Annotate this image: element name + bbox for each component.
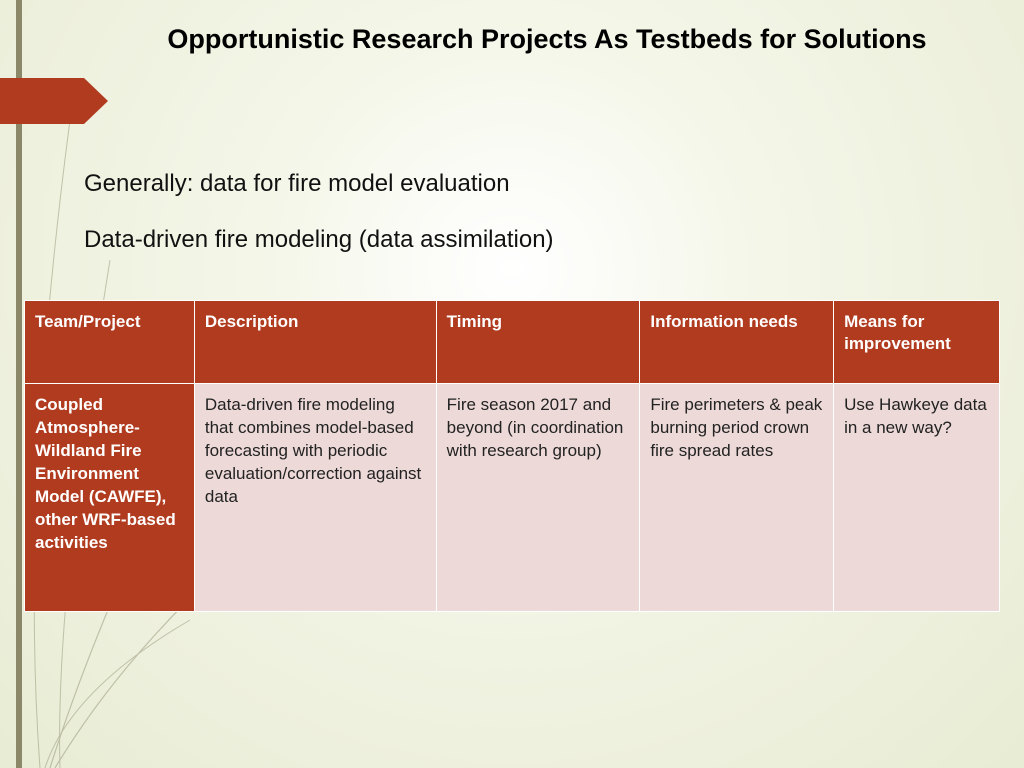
projects-table: Team/Project Description Timing Informat… xyxy=(24,300,1000,612)
table-header-row: Team/Project Description Timing Informat… xyxy=(25,301,1000,384)
col-header-means: Means for improvement xyxy=(834,301,1000,384)
col-header-description: Description xyxy=(194,301,436,384)
intro-line-1: Generally: data for fire model evaluatio… xyxy=(84,170,510,198)
cell-description: Data-driven fire modeling that combines … xyxy=(194,384,436,612)
slide-title: Opportunistic Research Projects As Testb… xyxy=(130,22,964,57)
col-header-timing: Timing xyxy=(436,301,640,384)
cell-project: Coupled Atmosphere-Wildland Fire Environ… xyxy=(25,384,195,612)
col-header-project: Team/Project xyxy=(25,301,195,384)
cell-info-needs: Fire perimeters & peak burning period cr… xyxy=(640,384,834,612)
col-header-info-needs: Information needs xyxy=(640,301,834,384)
cell-means: Use Hawkeye data in a new way? xyxy=(834,384,1000,612)
cell-timing: Fire season 2017 and beyond (in coordina… xyxy=(436,384,640,612)
table-row: Coupled Atmosphere-Wildland Fire Environ… xyxy=(25,384,1000,612)
intro-line-2: Data-driven fire modeling (data assimila… xyxy=(84,226,554,254)
accent-arrow-shape xyxy=(0,78,108,124)
